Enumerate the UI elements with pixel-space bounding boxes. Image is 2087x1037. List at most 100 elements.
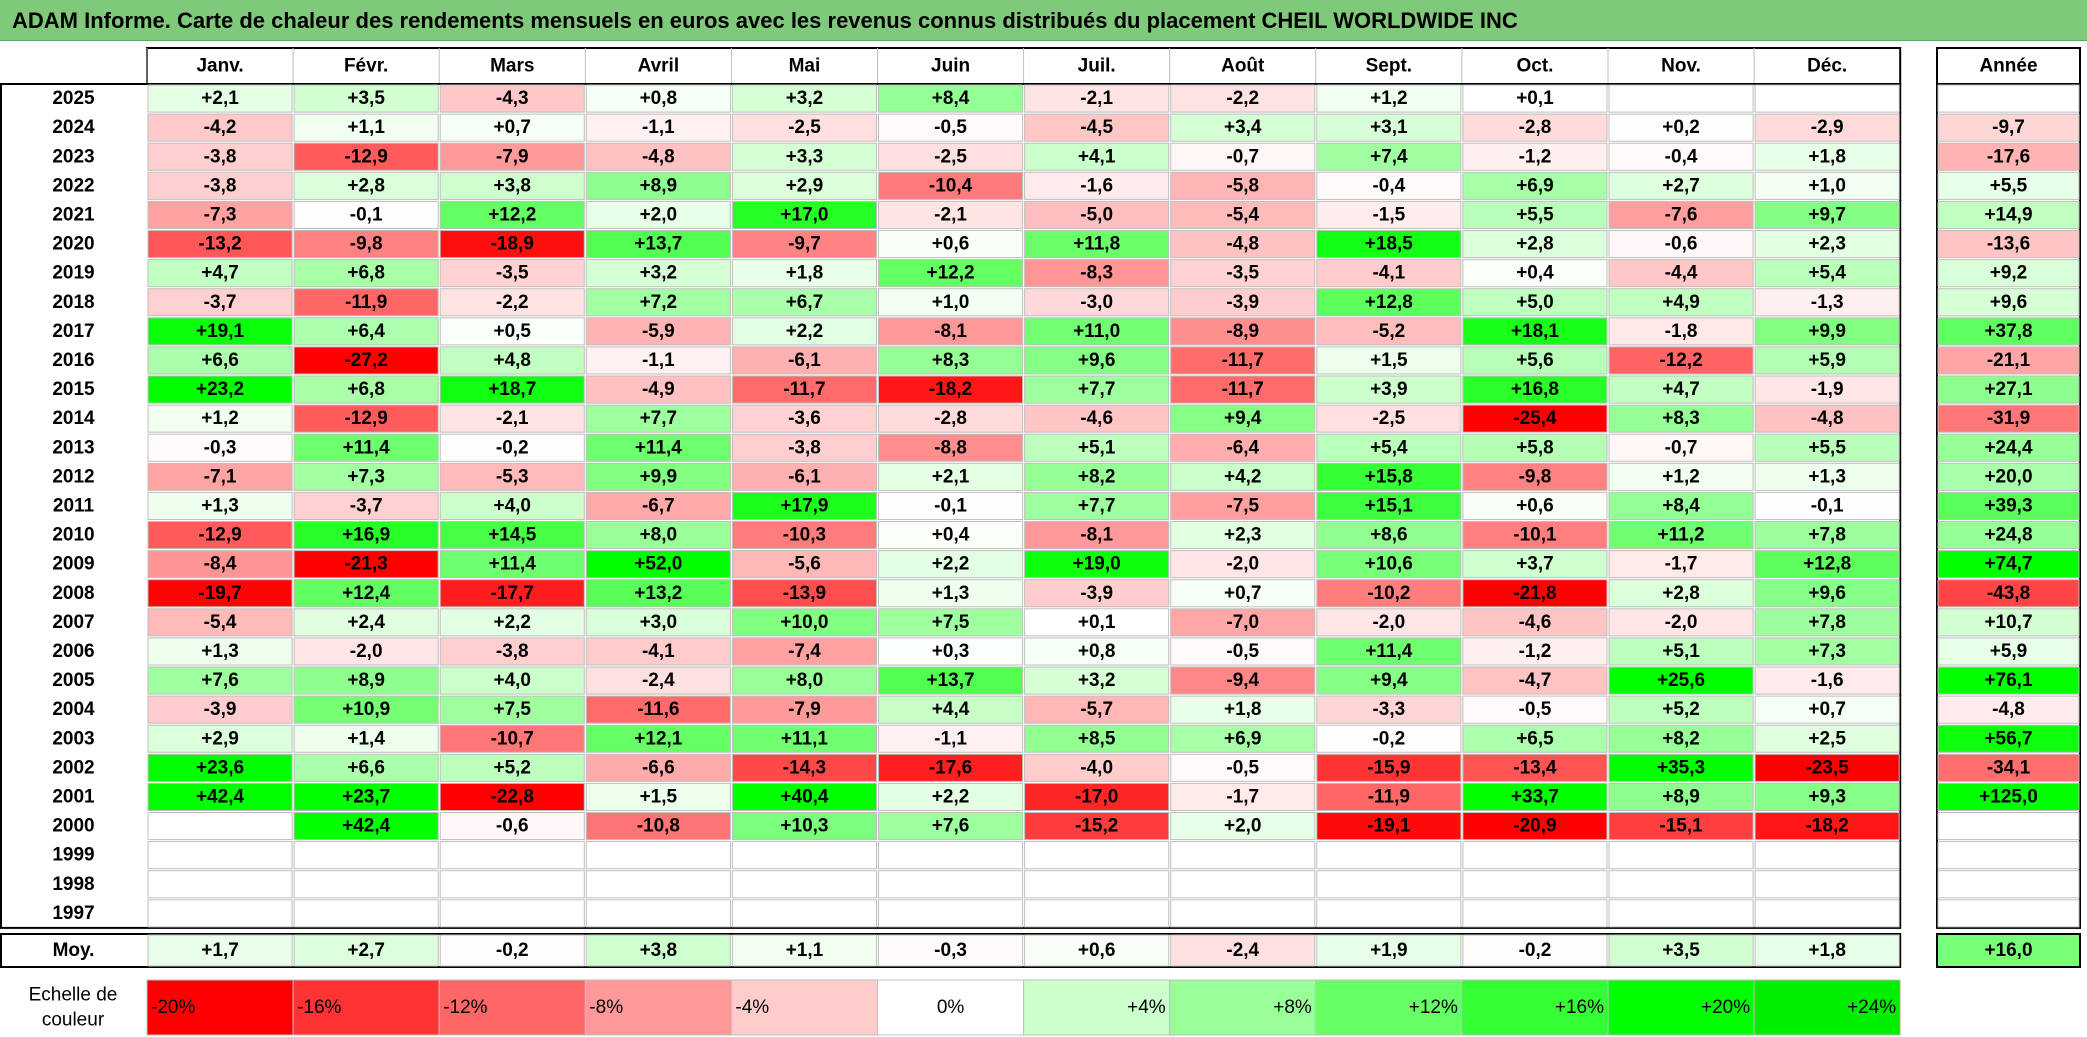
heatmap-cell <box>1462 346 1608 375</box>
cell-value: +6,7 <box>786 292 824 313</box>
scale-swatch <box>1169 979 1317 1036</box>
cell-value: +5,5 <box>1516 204 1554 225</box>
cell-value: -1,8 <box>1665 321 1698 342</box>
year-label: 2007 <box>52 612 94 633</box>
heatmap-cell <box>878 288 1024 317</box>
scale-label: Echelle de <box>29 985 118 1006</box>
heatmap-cell <box>585 812 731 841</box>
cell-value: -2,5 <box>788 117 821 138</box>
heatmap-cell <box>293 404 439 433</box>
year-label: 2000 <box>52 816 94 837</box>
year-label: 1998 <box>52 874 94 895</box>
scale-swatch <box>1315 979 1463 1036</box>
average-cell <box>878 934 1024 967</box>
heatmap-cell <box>585 433 731 462</box>
heatmap-cell <box>1024 317 1170 346</box>
heatmap-cell <box>147 724 293 753</box>
cell-value: +1,0 <box>932 292 970 313</box>
heatmap-cell <box>293 812 439 841</box>
heatmap-cell <box>1754 288 1900 317</box>
cell-value: +10,0 <box>780 612 828 633</box>
heatmap-cell <box>1462 113 1608 142</box>
average-value: -0,3 <box>934 940 967 961</box>
cell-value: +7,8 <box>1808 612 1846 633</box>
cell-value: +6,8 <box>347 263 385 284</box>
heatmap-cell <box>1024 375 1170 404</box>
heatmap-cell <box>1754 841 1900 870</box>
cell-value: +5,1 <box>1078 437 1116 458</box>
heatmap-cell <box>1170 84 1316 113</box>
heatmap-cell <box>878 753 1024 782</box>
heatmap-cell <box>731 171 878 200</box>
heatmap-cell <box>731 317 878 346</box>
cell-value: -1,6 <box>1080 175 1113 196</box>
heatmap-cell <box>1608 288 1754 317</box>
cell-value: +10,3 <box>780 816 828 837</box>
cell-value: -0,1 <box>1811 495 1844 516</box>
annual-cell <box>1937 812 2080 841</box>
heatmap-cell <box>731 666 878 695</box>
heatmap-cell <box>1608 579 1754 608</box>
heatmap-cell <box>1316 521 1462 550</box>
cell-value: +4,8 <box>493 350 531 371</box>
heatmap-cell <box>731 753 878 782</box>
cell-value: -1,2 <box>1519 641 1552 662</box>
cell-value: -4,0 <box>1080 757 1113 778</box>
heatmap-cell <box>1754 491 1900 520</box>
cell-value: -22,8 <box>491 786 534 807</box>
cell-value: +7,7 <box>640 408 678 429</box>
month-header: Mai <box>789 56 821 77</box>
cell-value: +5,1 <box>1662 641 1700 662</box>
year-label: 2017 <box>52 321 94 342</box>
month-header: Févr. <box>344 56 388 77</box>
cell-value: -4,3 <box>496 88 529 109</box>
annual-cell <box>1937 346 2080 375</box>
annual-value: +76,1 <box>1984 670 2033 691</box>
cell-value: -12,9 <box>198 525 241 546</box>
cell-value: +19,0 <box>1073 554 1121 575</box>
heatmap-cell <box>1316 171 1462 200</box>
cell-value: +1,1 <box>347 117 385 138</box>
heatmap-cell <box>585 899 731 928</box>
month-header: Nov. <box>1661 56 1701 77</box>
report-title: ADAM Informe. Carte de chaleur des rende… <box>12 8 1518 33</box>
annual-cell <box>1937 200 2080 229</box>
cell-value: +5,8 <box>1516 437 1554 458</box>
cell-value: -19,7 <box>198 583 241 604</box>
cell-value: -2,8 <box>934 408 967 429</box>
cell-value: +7,2 <box>640 292 678 313</box>
cell-value: +11,2 <box>1658 525 1705 546</box>
month-header: Oct. <box>1516 56 1553 77</box>
heatmap-cell <box>1024 171 1170 200</box>
year-label: 2021 <box>52 204 95 225</box>
scale-step-label: -4% <box>735 997 769 1018</box>
heatmap-cell <box>731 550 878 579</box>
annual-cell <box>1937 579 2080 608</box>
heatmap-cell <box>1608 230 1754 259</box>
cell-value: -8,1 <box>1080 525 1113 546</box>
heatmap-cell <box>1170 200 1316 229</box>
heatmap-cell <box>439 404 585 433</box>
year-label: 2011 <box>53 495 95 516</box>
cell-value: -0,6 <box>496 816 529 837</box>
heatmap-cell <box>439 288 585 317</box>
heatmap-cell <box>1024 608 1170 637</box>
heatmap-cell <box>1462 899 1608 928</box>
cell-value: -17,6 <box>929 757 972 778</box>
heatmap-cell <box>1754 521 1900 550</box>
heatmap-cell <box>1608 113 1754 142</box>
cell-value: +0,5 <box>493 321 531 342</box>
heatmap-cell <box>1608 346 1754 375</box>
cell-value: -3,9 <box>204 699 237 720</box>
cell-value: +6,4 <box>347 321 385 342</box>
cell-value: -7,4 <box>788 641 821 662</box>
annual-cell <box>1937 84 2080 113</box>
heatmap-cell <box>1316 782 1462 812</box>
cell-value: -2,9 <box>1811 117 1844 138</box>
heatmap-cell <box>878 695 1024 724</box>
cell-value: -15,1 <box>1659 816 1703 837</box>
heatmap-cell <box>1024 899 1170 928</box>
heatmap-cell <box>1754 870 1900 899</box>
annual-cell <box>1937 230 2080 259</box>
heatmap-cell <box>1754 346 1900 375</box>
